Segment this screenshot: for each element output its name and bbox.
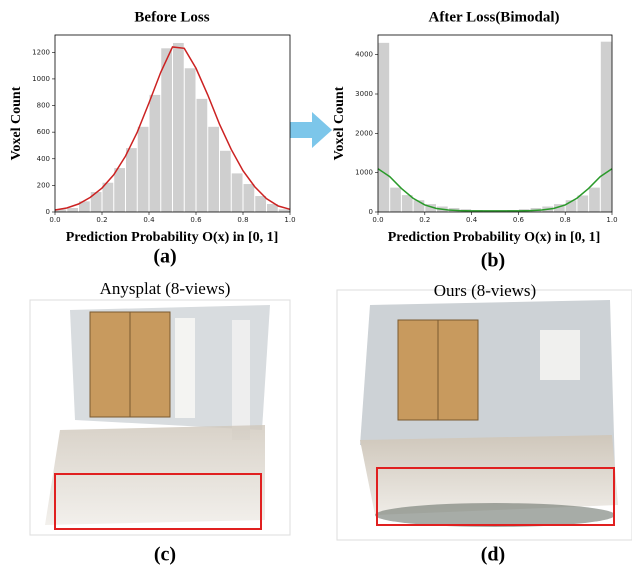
bar xyxy=(90,192,102,212)
bar xyxy=(565,200,577,212)
density-curve xyxy=(54,46,291,211)
x-tick-label: 0.0 xyxy=(49,216,60,224)
density-curve xyxy=(377,168,613,212)
image-title: Ours (8-views) xyxy=(434,281,536,300)
bar xyxy=(208,126,219,212)
bar xyxy=(278,209,290,212)
y-axis-label: Voxel Count xyxy=(9,86,24,160)
x-tick-label: 0.2 xyxy=(96,216,107,224)
bar xyxy=(425,204,436,212)
chart-title: Before Loss xyxy=(134,9,209,25)
bar xyxy=(378,42,390,212)
bar xyxy=(114,168,125,212)
y-tick-label: 0 xyxy=(369,208,373,216)
y-tick-label: 1000 xyxy=(32,75,50,83)
image-title: Anysplat (8-views) xyxy=(100,279,231,298)
plot-frame xyxy=(377,34,613,213)
x-tick-label: 1.0 xyxy=(284,216,295,224)
bar xyxy=(554,204,565,212)
bar xyxy=(243,184,255,212)
x-tick-label: 0.0 xyxy=(372,216,383,224)
y-tick-label: 400 xyxy=(37,155,50,163)
y-tick-label: 800 xyxy=(37,102,50,110)
bar xyxy=(137,126,149,212)
y-tick-label: 2000 xyxy=(355,129,373,137)
panel-label: (d) xyxy=(481,544,505,566)
panel-label: (c) xyxy=(154,544,176,566)
bar xyxy=(413,200,425,212)
chart-title: After Loss(Bimodal) xyxy=(429,9,560,25)
panel-label: (b) xyxy=(481,250,505,272)
bar xyxy=(196,98,208,212)
bar xyxy=(220,150,231,212)
x-axis-label: Prediction Probability O(x) in [0, 1] xyxy=(66,230,279,245)
y-tick-label: 1000 xyxy=(355,169,373,177)
y-tick-label: 600 xyxy=(37,128,50,136)
bar xyxy=(173,42,184,213)
bar xyxy=(67,208,78,212)
x-tick-label: 0.6 xyxy=(513,216,525,224)
bar xyxy=(401,195,413,212)
y-tick-label: 4000 xyxy=(355,51,373,59)
plot-frame xyxy=(54,34,291,213)
image-ours xyxy=(336,289,632,541)
bar xyxy=(267,204,278,212)
y-tick-label: 200 xyxy=(37,181,50,189)
bar xyxy=(255,196,266,212)
bar xyxy=(577,195,589,212)
y-tick-label: 0 xyxy=(46,208,50,216)
bar xyxy=(600,41,612,212)
bar xyxy=(184,68,196,212)
bar xyxy=(161,48,172,212)
x-tick-label: 0.8 xyxy=(237,216,248,224)
x-tick-label: 0.2 xyxy=(419,216,430,224)
x-tick-label: 1.0 xyxy=(606,216,617,224)
x-tick-label: 0.6 xyxy=(190,216,202,224)
x-tick-label: 0.8 xyxy=(560,216,571,224)
bar xyxy=(55,209,67,212)
y-tick-label: 3000 xyxy=(355,90,373,98)
bar xyxy=(589,187,600,212)
bar xyxy=(231,173,243,212)
x-tick-label: 0.4 xyxy=(466,216,478,224)
x-axis-label: Prediction Probability O(x) in [0, 1] xyxy=(388,230,601,245)
bar xyxy=(126,148,137,212)
arrow xyxy=(290,112,332,148)
panel-label: (a) xyxy=(153,246,176,268)
image-anysplat xyxy=(29,299,291,536)
bar xyxy=(79,201,90,212)
bar xyxy=(102,182,114,212)
y-tick-label: 1200 xyxy=(32,48,50,56)
y-axis-label: Voxel Count xyxy=(332,86,347,160)
x-tick-label: 0.4 xyxy=(143,216,155,224)
bar xyxy=(390,187,401,212)
bar xyxy=(149,94,161,212)
